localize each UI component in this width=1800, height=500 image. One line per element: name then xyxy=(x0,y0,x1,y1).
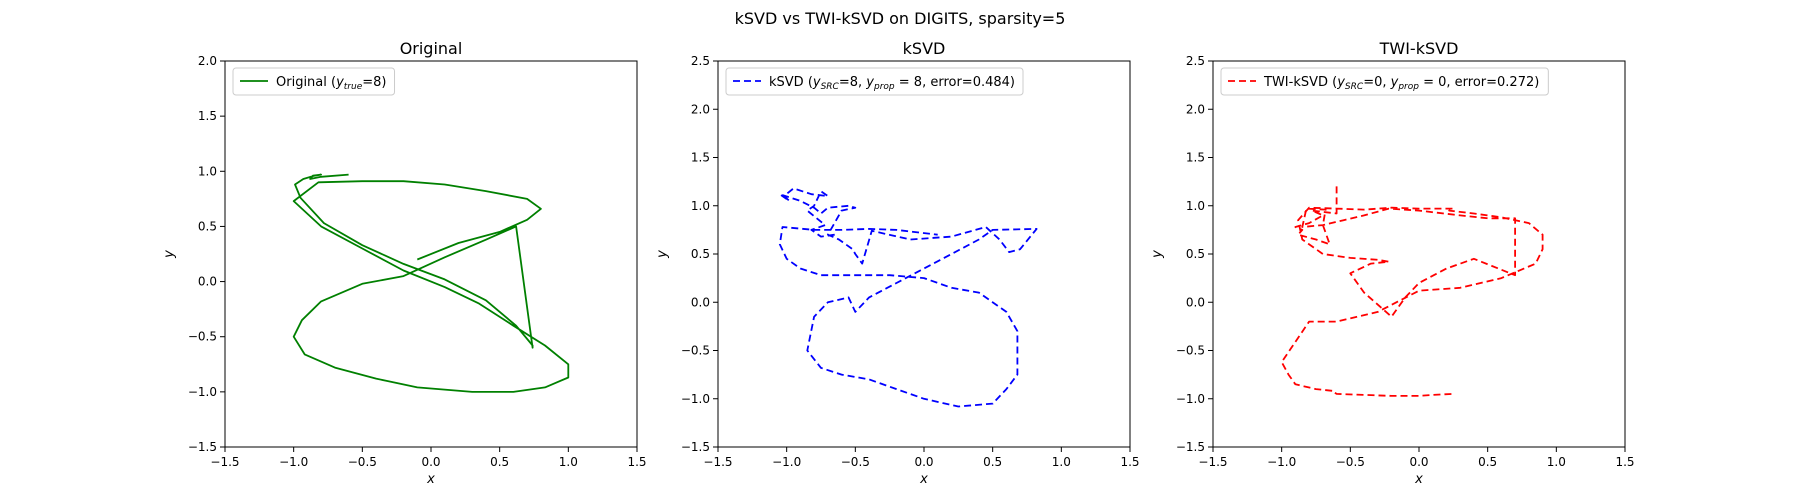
x-tick-label: −1.5 xyxy=(1198,455,1227,469)
x-tick-label: 1.0 xyxy=(1547,455,1566,469)
plot-frame xyxy=(1212,60,1626,448)
y-axis-label: y xyxy=(162,250,177,259)
x-tick-label: −0.5 xyxy=(1336,455,1365,469)
legend: Original (ytrue=8) xyxy=(232,67,396,96)
y-tick-label: 0.0 xyxy=(198,275,217,289)
y-tick-label: 1.0 xyxy=(198,164,217,178)
legend-label-part: SRC xyxy=(821,82,840,92)
y-tick-label: 0.5 xyxy=(691,247,710,261)
y-tick-label: 2.5 xyxy=(1186,54,1205,68)
x-axis-label: x xyxy=(1414,472,1423,487)
x-tick-label: −1.0 xyxy=(772,455,801,469)
x-tick-label: 1.5 xyxy=(1120,455,1139,469)
plot-frame xyxy=(717,60,1131,448)
x-tick-label: 1.0 xyxy=(1052,455,1071,469)
legend-label: TWI-kSVD (ySRC=0, yprop = 0, error=0.272… xyxy=(1263,75,1539,92)
chart-title: kSVD xyxy=(903,39,946,58)
legend-box xyxy=(725,67,1024,96)
y-axis-label: y xyxy=(1150,250,1165,259)
x-tick-label: 0.0 xyxy=(914,455,933,469)
x-tick-label: −1.0 xyxy=(1267,455,1296,469)
x-tick-label: −0.5 xyxy=(841,455,870,469)
y-tick-label: 0.0 xyxy=(1186,295,1205,309)
y-tick-label: 1.5 xyxy=(691,151,710,165)
chart-panel-1: Original −1.5 −1.0 −0.5 0.0 0.5 1.0 1.5 −1.5 −1.0… xyxy=(162,39,647,487)
y-tick-label: −0.5 xyxy=(681,344,710,358)
y-tick-label: 1.0 xyxy=(691,199,710,213)
figure-title: kSVD vs TWI-kSVD on DIGITS, sparsity=5 xyxy=(735,9,1066,28)
legend-label-part: y xyxy=(1336,75,1345,90)
y-tick-label: 1.0 xyxy=(1186,199,1205,213)
x-tick-label: −0.5 xyxy=(348,455,377,469)
legend-label: Original (ytrue=8) xyxy=(276,75,387,92)
y-tick-label: −1.0 xyxy=(1176,392,1205,406)
y-tick-label: 2.0 xyxy=(1186,102,1205,116)
y-tick-label: 0.5 xyxy=(1186,247,1205,261)
legend-label-part: prop xyxy=(1397,82,1419,92)
x-tick-label: −1.0 xyxy=(279,455,308,469)
legend-box xyxy=(1220,67,1549,96)
chart-title: Original xyxy=(400,39,463,58)
legend-label-part: = 8, error=0.484) xyxy=(895,75,1015,90)
legend-box xyxy=(232,67,396,96)
series-line xyxy=(778,187,1038,408)
x-tick-label: 0.5 xyxy=(1478,455,1497,469)
x-axis-label: x xyxy=(426,472,435,487)
chart-title: TWI-kSVD xyxy=(1379,39,1459,58)
legend-label-part: = 0, error=0.272) xyxy=(1419,75,1539,90)
chart-panels: Original −1.5 −1.0 −0.5 0.0 0.5 1.0 1.5 −1.5 −1.0… xyxy=(162,39,1635,487)
x-tick-label: 0.0 xyxy=(1409,455,1428,469)
y-tick-label: −1.5 xyxy=(1176,440,1205,454)
y-tick-label: −1.0 xyxy=(681,392,710,406)
legend-label-part: =0, xyxy=(1363,75,1390,90)
legend-label-part: SRC xyxy=(1345,82,1364,92)
y-tick-label: −1.5 xyxy=(681,440,710,454)
y-tick-label: −1.5 xyxy=(188,440,217,454)
x-tick-label: 0.5 xyxy=(490,455,509,469)
y-tick-label: 2.0 xyxy=(691,102,710,116)
legend-label-part: =8, xyxy=(839,75,866,90)
x-tick-label: 0.0 xyxy=(421,455,440,469)
legend: TWI-kSVD (ySRC=0, yprop = 0, error=0.272… xyxy=(1220,67,1549,96)
y-tick-label: 0.5 xyxy=(198,219,217,233)
plot-frame xyxy=(224,60,638,448)
y-tick-label: 1.5 xyxy=(1186,151,1205,165)
x-tick-label: 1.5 xyxy=(627,455,646,469)
legend-label-part: TWI-kSVD ( xyxy=(1263,75,1337,90)
y-axis-label: y xyxy=(655,250,670,259)
x-tick-label: −1.5 xyxy=(210,455,239,469)
y-tick-label: 2.5 xyxy=(691,54,710,68)
legend-label-part: y xyxy=(812,75,821,90)
chart-panel-3: TWI-kSVD −1.5 −1.0 −0.5 0.0 0.5 1.0 1.5 −1.5 −1.0… xyxy=(1150,39,1635,487)
legend-label-part: prop xyxy=(873,82,895,92)
x-tick-label: −1.5 xyxy=(703,455,732,469)
legend-label: kSVD (ySRC=8, yprop = 8, error=0.484) xyxy=(769,75,1015,92)
y-tick-label: −1.0 xyxy=(188,385,217,399)
x-tick-label: 0.5 xyxy=(983,455,1002,469)
y-tick-label: −0.5 xyxy=(188,330,217,344)
x-tick-label: 1.5 xyxy=(1615,455,1634,469)
legend-label-part: kSVD ( xyxy=(769,75,813,90)
legend-label-part: Original ( xyxy=(276,75,336,90)
legend-label-part: =8) xyxy=(362,75,386,90)
legend-label-part: y xyxy=(335,75,344,90)
legend: kSVD (ySRC=8, yprop = 8, error=0.484) xyxy=(725,67,1024,96)
legend-label-part: true xyxy=(344,82,363,92)
series-line xyxy=(292,173,570,393)
y-tick-label: 0.0 xyxy=(691,295,710,309)
y-tick-label: −0.5 xyxy=(1176,344,1205,358)
chart-panel-2: kSVD −1.5 −1.0 −0.5 0.0 0.5 1.0 1.5 −1.5 −1.0 −0.5… xyxy=(655,39,1140,487)
legend-label-part: y xyxy=(1390,75,1399,90)
y-tick-label: 1.5 xyxy=(198,109,217,123)
legend-label-part: y xyxy=(865,75,874,90)
x-tick-label: 1.0 xyxy=(559,455,578,469)
x-axis-label: x xyxy=(919,472,928,487)
y-tick-label: 2.0 xyxy=(198,54,217,68)
series-line xyxy=(1280,186,1544,397)
